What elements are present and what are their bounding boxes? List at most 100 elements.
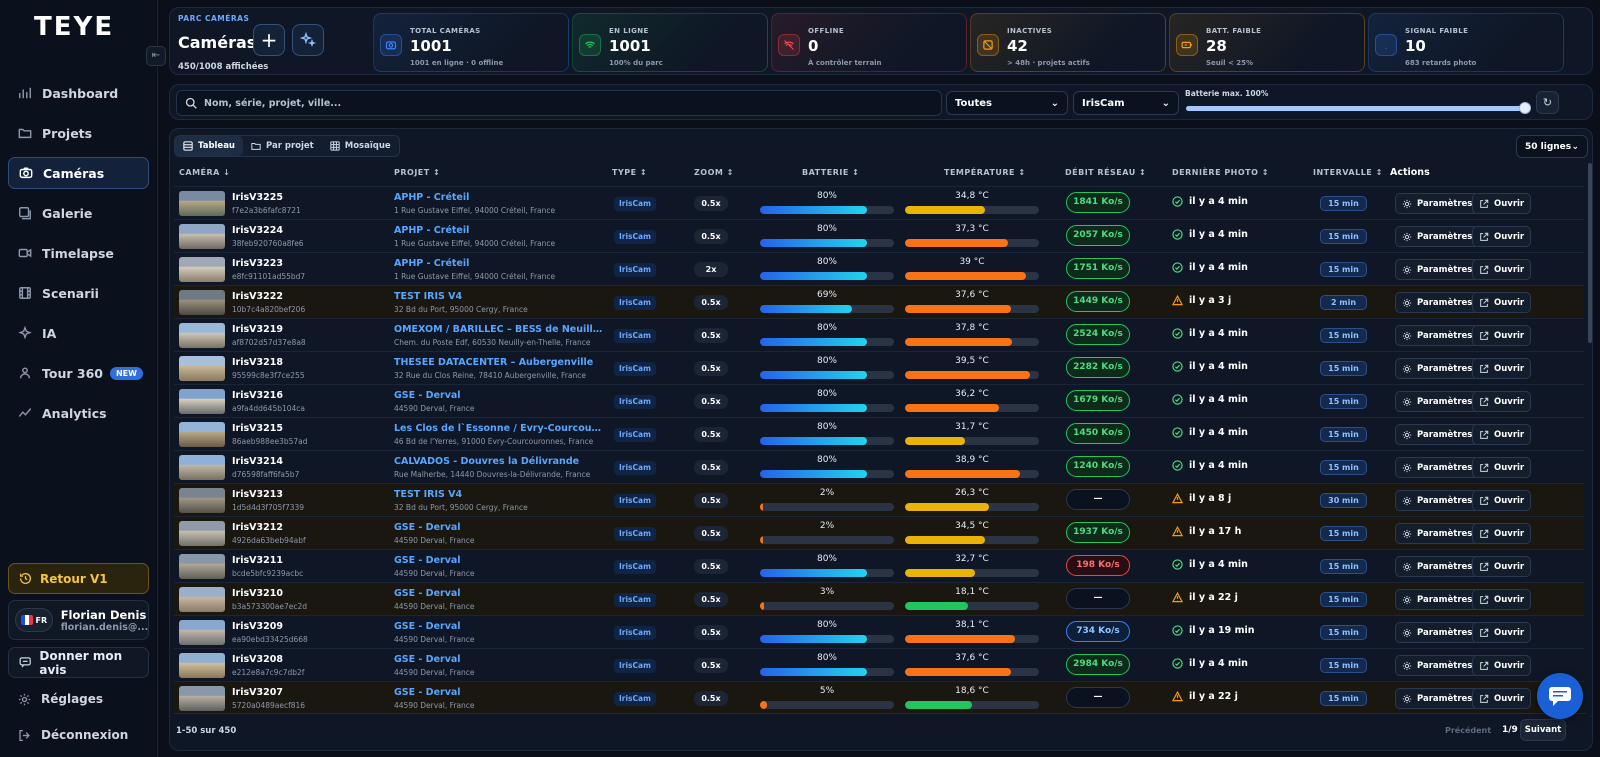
type-select[interactable]: IrisCam ⌄ [1073, 91, 1179, 115]
table-row[interactable]: IrisV3216 a9fa4dd645b104ca GSE - Derval 445… [174, 384, 1584, 417]
settings-link[interactable]: Réglages [18, 692, 103, 706]
th-type[interactable]: TYPE ↕ [612, 168, 647, 177]
open-button[interactable]: Ouvrir [1472, 226, 1532, 247]
parameters-button[interactable]: Paramètres [1395, 589, 1480, 610]
project-link[interactable]: TEST IRIS V4 [394, 489, 463, 500]
parameters-button[interactable]: Paramètres [1395, 457, 1480, 478]
open-button[interactable]: Ouvrir [1472, 556, 1532, 577]
open-button[interactable]: Ouvrir [1472, 622, 1532, 643]
open-button[interactable]: Ouvrir [1472, 655, 1532, 676]
camera-name[interactable]: IrisV3219 [232, 324, 283, 335]
open-button[interactable]: Ouvrir [1472, 490, 1532, 511]
chat-button[interactable] [1537, 673, 1583, 719]
table-row[interactable]: IrisV3225 f7e2a3b6fafc8721 APHP - Créteil 1… [174, 186, 1584, 219]
project-link[interactable]: TEST IRIS V4 [394, 291, 463, 302]
search-input[interactable] [204, 97, 904, 109]
table-row[interactable]: IrisV3219 af8702d57d37e8a8 OMEXOM / BARILL… [174, 318, 1584, 351]
table-row[interactable]: IrisV3214 d76598faff6fa5b7 CALVADOS - Douv… [174, 450, 1584, 483]
open-button[interactable]: Ouvrir [1472, 292, 1532, 313]
th-last-photo[interactable]: DERNIÈRE PHOTO ↕ [1172, 168, 1269, 177]
sidebar-item-ia[interactable]: IA [8, 317, 149, 349]
parameters-button[interactable]: Paramètres [1395, 358, 1480, 379]
table-row[interactable]: IrisV3215 86aeb988ee3b57ad Les Clos de l`E… [174, 417, 1584, 450]
camera-thumbnail[interactable] [179, 587, 225, 612]
table-row[interactable]: IrisV3207 5720a0489aecf816 GSE - Derval 445… [174, 681, 1584, 714]
camera-thumbnail[interactable] [179, 191, 225, 216]
parameters-button[interactable]: Paramètres [1395, 226, 1480, 247]
magic-action-button[interactable] [292, 24, 324, 56]
view-par-projet-button[interactable]: Par projet [243, 136, 322, 156]
th-project[interactable]: PROJET ↕ [394, 168, 440, 177]
th-zoom[interactable]: ZOOM ↕ [694, 168, 734, 177]
th-battery[interactable]: BATTERIE ↕ [802, 168, 859, 177]
open-button[interactable]: Ouvrir [1472, 589, 1532, 610]
camera-name[interactable]: IrisV3222 [232, 291, 283, 302]
project-link[interactable]: THESEE DATACENTER – Aubergenville [394, 357, 594, 368]
table-row[interactable]: IrisV3208 e212e8a7c9c7db2f GSE - Derval 445… [174, 648, 1584, 681]
parameters-button[interactable]: Paramètres [1395, 556, 1480, 577]
th-rate[interactable]: DÉBIT RÉSEAU ↕ [1065, 168, 1146, 177]
camera-name[interactable]: IrisV3223 [232, 258, 283, 269]
project-link[interactable]: GSE - Derval [394, 555, 461, 566]
open-button[interactable]: Ouvrir [1472, 457, 1532, 478]
retour-v1-button[interactable]: Retour V1 [8, 563, 149, 594]
table-row[interactable]: IrisV3218 95599c8e3f7ce255 THESEE DATACENT… [174, 351, 1584, 384]
search-box[interactable] [176, 90, 942, 116]
camera-name[interactable]: IrisV3213 [232, 489, 283, 500]
th-temperature[interactable]: TEMPÉRATURE ↕ [944, 168, 1026, 177]
logout-link[interactable]: Déconnexion [18, 728, 128, 742]
view-tableau-button[interactable]: Tableau [175, 136, 243, 156]
sidebar-item-projets[interactable]: Projets [8, 117, 149, 149]
sidebar-item-timelapse[interactable]: Timelapse [8, 237, 149, 269]
camera-name[interactable]: IrisV3211 [232, 555, 283, 566]
parameters-button[interactable]: Paramètres [1395, 655, 1480, 676]
camera-thumbnail[interactable] [179, 686, 225, 711]
camera-name[interactable]: IrisV3207 [232, 687, 283, 698]
table-row[interactable]: IrisV3211 bcde5bfc9239acbc GSE - Derval 445… [174, 549, 1584, 582]
user-card[interactable]: FR Florian Denis florian.denis@... [8, 600, 149, 640]
table-scrollbar[interactable] [1588, 163, 1592, 343]
rows-per-page-select[interactable]: 50 lignes ⌄ [1516, 135, 1588, 158]
parameters-button[interactable]: Paramètres [1395, 325, 1480, 346]
language-switch[interactable]: FR [15, 608, 53, 632]
open-button[interactable]: Ouvrir [1472, 391, 1532, 412]
status-select[interactable]: Toutes ⌄ [946, 91, 1068, 115]
camera-thumbnail[interactable] [179, 488, 225, 513]
camera-thumbnail[interactable] [179, 257, 225, 282]
open-button[interactable]: Ouvrir [1472, 358, 1532, 379]
parameters-button[interactable]: Paramètres [1395, 259, 1480, 280]
battery-slider-track[interactable] [1186, 106, 1526, 111]
kpi-low-signal[interactable]: SIGNAL FAIBLE 10 683 retards photo [1368, 13, 1564, 72]
project-link[interactable]: CALVADOS - Douvres la Délivrande [394, 456, 580, 467]
open-button[interactable]: Ouvrir [1472, 688, 1532, 709]
camera-thumbnail[interactable] [179, 356, 225, 381]
camera-thumbnail[interactable] [179, 653, 225, 678]
project-link[interactable]: APHP - Créteil [394, 225, 470, 236]
project-link[interactable]: GSE - Derval [394, 654, 461, 665]
kpi-low-battery[interactable]: BATT. FAIBLE 28 Seuil < 25% [1169, 13, 1365, 72]
kpi-total-cameras[interactable]: TOTAL CAMÉRAS 1001 1001 en ligne · 0 offli… [373, 13, 569, 72]
camera-name[interactable]: IrisV3216 [232, 390, 283, 401]
camera-name[interactable]: IrisV3208 [232, 654, 283, 665]
kpi-offline[interactable]: OFFLINE 0 À contrôler terrain [771, 13, 967, 72]
camera-name[interactable]: IrisV3218 [232, 357, 283, 368]
camera-thumbnail[interactable] [179, 290, 225, 315]
kpi-inactive[interactable]: INACTIVES 42 > 48h · projets actifs [970, 13, 1166, 72]
table-row[interactable]: IrisV3213 1d5d4d3f705f7339 TEST IRIS V4 32 … [174, 483, 1584, 516]
feedback-button[interactable]: Donner mon avis [8, 647, 149, 678]
kpi-online[interactable]: EN LIGNE 1001 100% du parc [572, 13, 768, 72]
parameters-button[interactable]: Paramètres [1395, 292, 1480, 313]
camera-name[interactable]: IrisV3210 [232, 588, 283, 599]
camera-name[interactable]: IrisV3214 [232, 456, 283, 467]
view-mosaique-button[interactable]: Mosaïque [322, 136, 399, 156]
sidebar-item-dashboard[interactable]: Dashboard [8, 77, 149, 109]
open-button[interactable]: Ouvrir [1472, 424, 1532, 445]
parameters-button[interactable]: Paramètres [1395, 622, 1480, 643]
next-page-button[interactable]: Suivant [1520, 719, 1566, 741]
parameters-button[interactable]: Paramètres [1395, 688, 1480, 709]
camera-thumbnail[interactable] [179, 554, 225, 579]
project-link[interactable]: GSE - Derval [394, 621, 461, 632]
camera-thumbnail[interactable] [179, 323, 225, 348]
previous-page-button[interactable]: Précédent [1445, 726, 1492, 735]
camera-name[interactable]: IrisV3215 [232, 423, 283, 434]
